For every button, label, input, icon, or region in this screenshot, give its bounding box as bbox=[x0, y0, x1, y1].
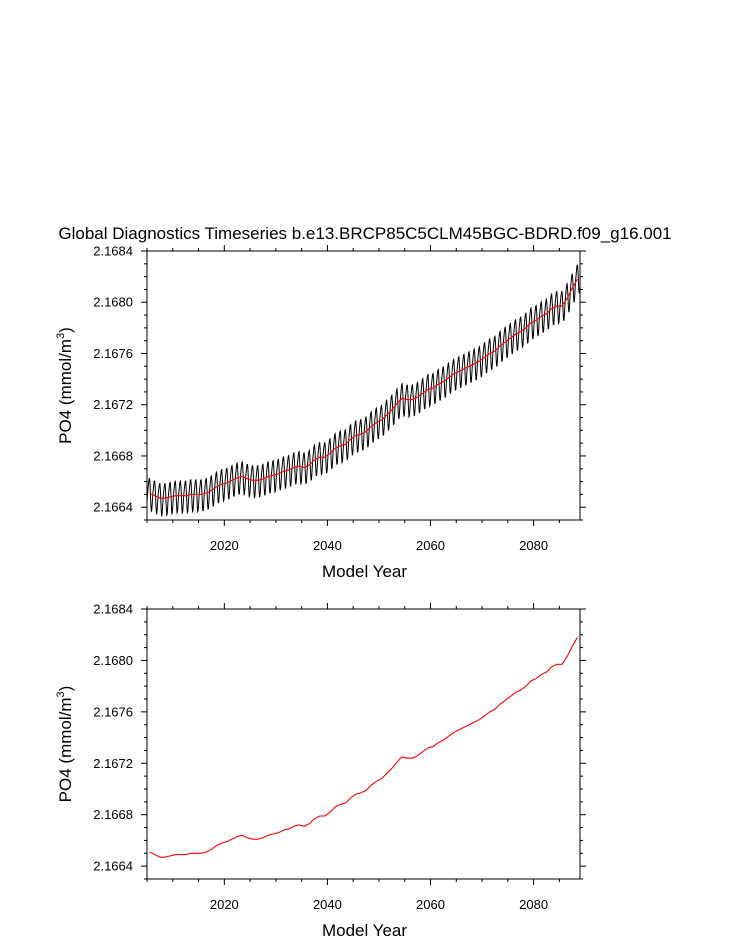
y-tick-label: 2.1676 bbox=[93, 346, 133, 361]
x-tick-label: 2040 bbox=[313, 897, 342, 912]
series-line-annual-mean bbox=[149, 278, 578, 499]
x-tick-label: 2080 bbox=[519, 538, 548, 553]
x-tick-label: 2020 bbox=[210, 897, 239, 912]
x-tick-label: 2060 bbox=[416, 897, 445, 912]
y-tick-label: 2.1672 bbox=[93, 397, 133, 412]
y-tick-label: 2.1684 bbox=[93, 244, 133, 259]
y-axis-title: PO4 (mmol/m3) bbox=[55, 327, 75, 444]
y-tick-label: 2.1680 bbox=[93, 653, 133, 668]
y-tick-label: 2.1676 bbox=[93, 704, 133, 719]
y-tick-label: 2.1668 bbox=[93, 448, 133, 463]
x-tick-label: 2080 bbox=[519, 897, 548, 912]
series-line-annual-mean bbox=[149, 637, 578, 858]
x-tick-label: 2060 bbox=[416, 538, 445, 553]
y-tick-label: 2.1664 bbox=[93, 500, 133, 515]
y-axis-title: PO4 (mmol/m3) bbox=[55, 686, 75, 803]
y-tick-label: 2.1680 bbox=[93, 295, 133, 310]
plot-frame bbox=[146, 608, 581, 880]
plot-frame bbox=[146, 250, 581, 521]
series-line-monthly bbox=[147, 264, 580, 518]
y-tick-label: 2.1664 bbox=[93, 859, 133, 874]
x-tick-label: 2020 bbox=[210, 538, 239, 553]
x-tick-label: 2040 bbox=[313, 538, 342, 553]
x-axis-title: Model Year bbox=[322, 562, 407, 581]
y-tick-label: 2.1668 bbox=[93, 807, 133, 822]
y-tick-label: 2.1684 bbox=[93, 602, 133, 617]
top-panel: 2.1664 2.1668 2.1672 2.1676 2.1680 2.1684 2020… bbox=[55, 244, 586, 581]
x-axis-title: Model Year bbox=[322, 921, 407, 940]
y-tick-label: 2.1672 bbox=[93, 756, 133, 771]
bottom-panel: 2.1664 2.1668 2.1672 2.1676 2.1680 2.1684 2020… bbox=[55, 602, 586, 940]
chart-title: Global Diagnostics Timeseries b.e13.BRCP… bbox=[58, 224, 671, 243]
